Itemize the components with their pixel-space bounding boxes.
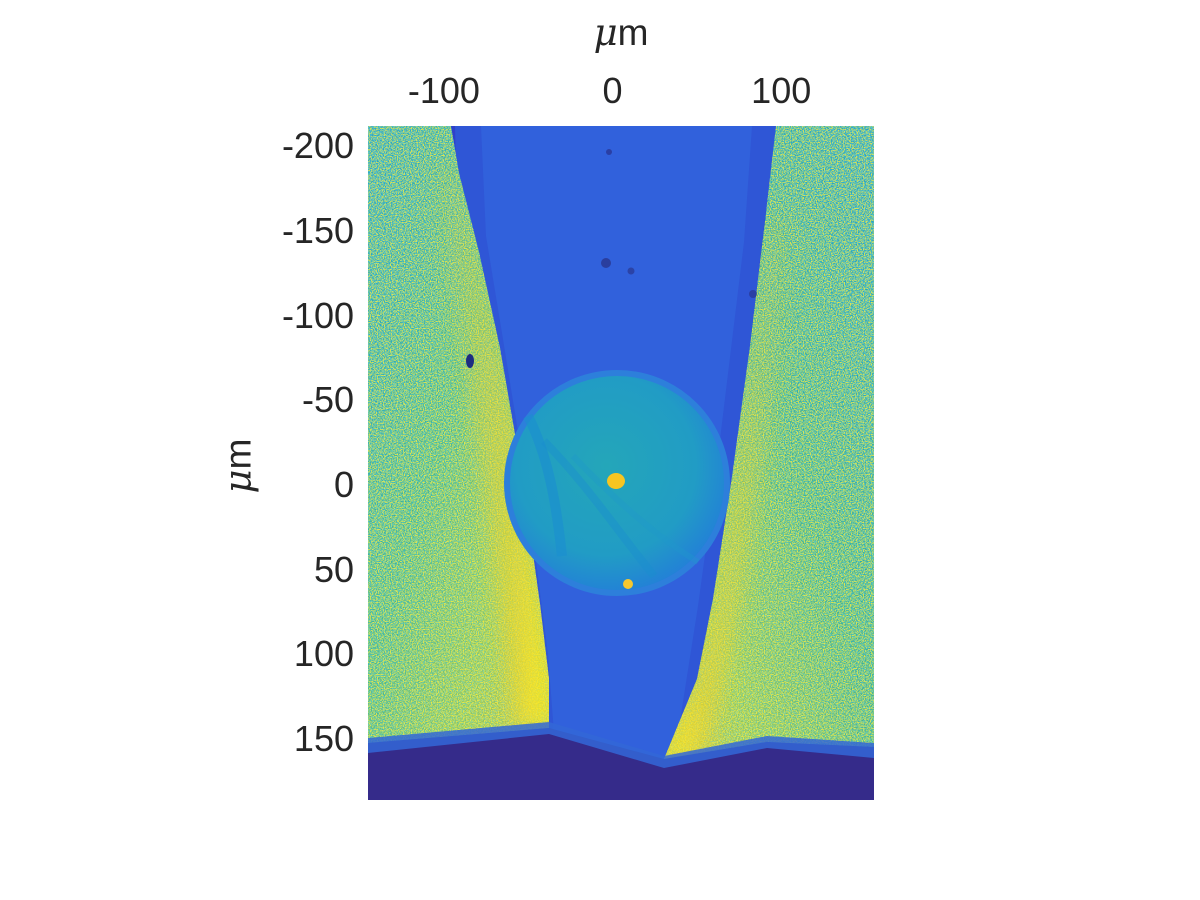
left-edge-hotspot bbox=[431, 161, 549, 728]
dark-particle-1 bbox=[606, 149, 612, 155]
microscopy-heatmap-image bbox=[368, 126, 874, 800]
y-axis-label: μm bbox=[216, 438, 260, 494]
x-tick-label: 0 bbox=[602, 70, 623, 111]
dark-particle-5 bbox=[466, 354, 474, 368]
sphere-fringe-1 bbox=[523, 413, 567, 557]
bottom-boundary-glow bbox=[368, 722, 874, 768]
x-axis-unit-prefix: μ bbox=[593, 11, 618, 54]
y-tick-label: -200 bbox=[281, 125, 354, 167]
y-tick-label: 100 bbox=[293, 633, 354, 675]
x-axis-label: μm bbox=[594, 14, 649, 51]
right-edge-hotspot bbox=[664, 212, 796, 759]
y-tick-label: 50 bbox=[313, 548, 354, 590]
y-tick-label: -50 bbox=[301, 379, 354, 421]
x-tick-label: 100 bbox=[751, 70, 812, 111]
dark-particle-4 bbox=[749, 290, 757, 298]
center-bright-spot bbox=[607, 473, 625, 489]
y-tick-label: -150 bbox=[281, 209, 354, 251]
false-color-image bbox=[368, 126, 874, 800]
sphere-fringe-2 bbox=[541, 438, 658, 579]
x-axis-unit: m bbox=[617, 12, 649, 53]
y-tick-label: 150 bbox=[293, 718, 354, 760]
dark-particle-2 bbox=[601, 258, 611, 268]
x-tick-label: -100 bbox=[407, 70, 480, 111]
sphere-fringe-3 bbox=[570, 453, 700, 565]
y-axis-unit-prefix: μ bbox=[216, 469, 260, 494]
lower-bright-spot bbox=[623, 579, 633, 589]
y-tick-label: -100 bbox=[281, 294, 354, 336]
dark-particle-3 bbox=[627, 267, 635, 275]
y-tick-label: 0 bbox=[333, 464, 354, 505]
y-axis-unit: m bbox=[217, 438, 259, 470]
